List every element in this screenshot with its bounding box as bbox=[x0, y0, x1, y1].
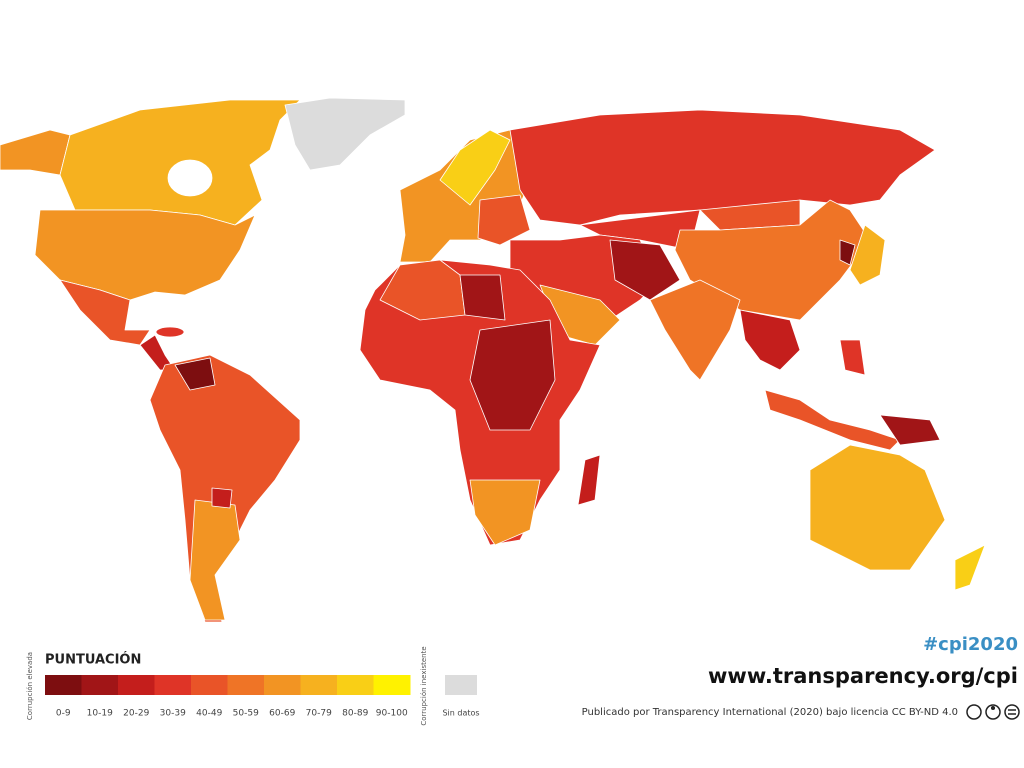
south-america bbox=[149, 354, 301, 623]
venezuela bbox=[174, 357, 216, 391]
legend-swatch bbox=[154, 675, 192, 695]
world-map bbox=[0, 97, 986, 623]
australia bbox=[809, 444, 946, 571]
legend-high-label: Corrupción inexistente bbox=[420, 646, 428, 725]
indonesia bbox=[764, 389, 901, 451]
argentina bbox=[189, 499, 241, 621]
southeast-asia bbox=[739, 309, 801, 371]
central-america bbox=[139, 334, 176, 371]
libya bbox=[459, 274, 506, 321]
legend-label: 30-39 bbox=[160, 709, 186, 719]
license-icons bbox=[966, 704, 1020, 720]
legend-swatch bbox=[227, 675, 265, 695]
legend-low-label: Corrupción elevada bbox=[26, 652, 34, 720]
japan bbox=[849, 224, 886, 286]
southern-africa bbox=[469, 479, 541, 546]
credit: Publicado por Transparency International… bbox=[582, 707, 958, 718]
korea bbox=[839, 239, 856, 266]
hashtag: #cpi2020 bbox=[923, 634, 1018, 655]
scandinavia bbox=[439, 129, 511, 206]
no-data-swatch bbox=[445, 675, 477, 695]
greenland bbox=[284, 97, 406, 171]
legend-title: PUNTUACIÓN bbox=[45, 652, 141, 668]
legend-label: 0-9 bbox=[56, 709, 71, 719]
alaska bbox=[0, 129, 71, 176]
legend: 0-9 10-19 20-29 30-39 40-49 50-59 60-69 70-79 80… bbox=[45, 675, 480, 719]
legend-swatch bbox=[264, 675, 301, 695]
legend-swatch bbox=[337, 675, 374, 695]
by-mark bbox=[990, 705, 996, 711]
legend-label: 40-49 bbox=[196, 709, 222, 719]
caribbean bbox=[155, 326, 185, 338]
legend-swatch bbox=[373, 675, 411, 695]
legend-label: 20-29 bbox=[123, 709, 149, 719]
website-url: www.transparency.org/cpi bbox=[708, 664, 1018, 688]
legend-swatch bbox=[45, 675, 82, 695]
afghanistan bbox=[609, 239, 681, 301]
no-data-label: Sin datos bbox=[442, 709, 479, 718]
legend-label: 60-69 bbox=[269, 709, 295, 719]
legend-swatch bbox=[191, 675, 228, 695]
russia bbox=[509, 109, 936, 226]
philippines bbox=[839, 339, 866, 376]
legend-label: 50-59 bbox=[233, 709, 259, 719]
legend-label: 80-89 bbox=[342, 709, 368, 719]
madagascar bbox=[577, 454, 601, 506]
hudson-bay bbox=[167, 159, 213, 197]
legend-label: 70-79 bbox=[306, 709, 332, 719]
central-asia bbox=[579, 209, 701, 251]
central-africa bbox=[469, 319, 556, 431]
nd-icon bbox=[1004, 704, 1020, 720]
mexico bbox=[59, 279, 151, 346]
paraguay bbox=[211, 487, 233, 509]
legend-swatch bbox=[81, 675, 119, 695]
legend-swatch bbox=[300, 675, 338, 695]
new-zealand bbox=[954, 544, 986, 591]
by-icon bbox=[985, 704, 1001, 720]
legend-label: 90-100 bbox=[376, 709, 408, 719]
cc-icon bbox=[966, 704, 982, 720]
india bbox=[649, 279, 741, 381]
legend-label: 10-19 bbox=[87, 709, 113, 719]
legend-swatch bbox=[118, 675, 155, 695]
papua-new-guinea bbox=[879, 414, 941, 446]
eastern-europe bbox=[477, 194, 531, 246]
